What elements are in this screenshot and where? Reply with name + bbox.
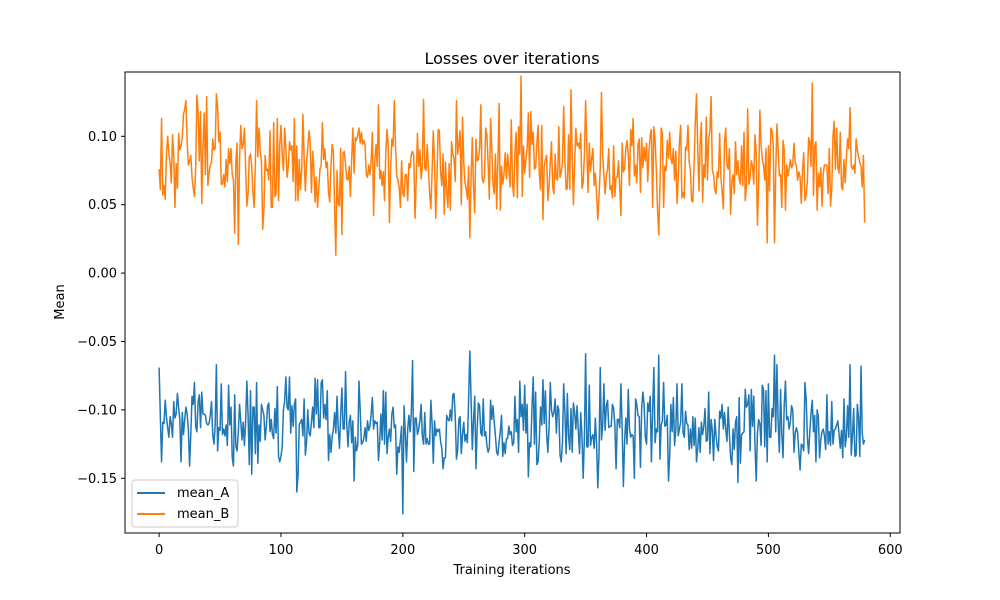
y-tick-label: 0.10 — [88, 130, 117, 145]
x-axis: 0 100 200 300 400 500 600 — [155, 533, 903, 558]
y-tick-label: −0.10 — [77, 403, 117, 418]
legend-label-mean-a: mean_A — [177, 486, 229, 501]
y-tick-label: −0.05 — [77, 335, 117, 350]
x-tick-label: 0 — [155, 543, 163, 558]
legend-label-mean-b: mean_B — [177, 507, 229, 522]
x-axis-title: Training iterations — [452, 563, 570, 578]
y-tick-label: 0.05 — [88, 198, 117, 213]
x-tick-label: 100 — [269, 543, 294, 558]
y-tick-label: −0.15 — [77, 472, 117, 487]
legend: mean_A mean_B — [131, 479, 239, 528]
y-axis: −0.15 −0.10 −0.05 0.00 0.05 0.10 — [77, 130, 125, 487]
series-lines — [158, 75, 866, 515]
x-tick-label: 400 — [634, 543, 659, 558]
plot-area-frame — [124, 71, 901, 534]
legend-box — [131, 479, 239, 528]
y-tick-label: 0.00 — [88, 267, 117, 282]
x-tick-label: 500 — [756, 543, 781, 558]
series-line-mean-a — [158, 350, 866, 515]
x-tick-label: 200 — [390, 543, 415, 558]
y-axis-title: Mean — [53, 284, 68, 319]
x-tick-label: 600 — [878, 543, 903, 558]
chart-title: Losses over iterations — [424, 49, 599, 68]
series-line-mean-b — [158, 75, 866, 257]
x-tick-label: 300 — [512, 543, 537, 558]
